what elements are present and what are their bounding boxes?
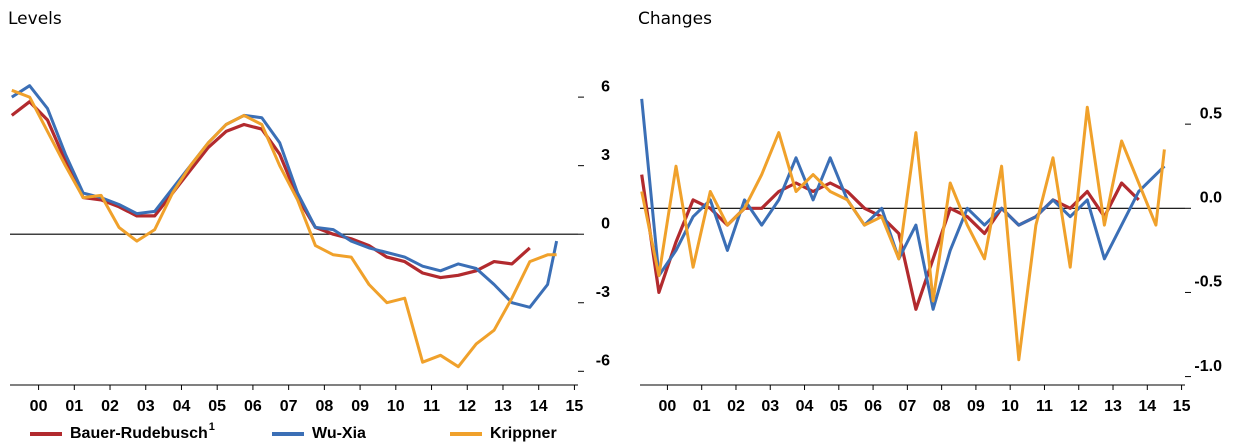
x-tick-label: 11 (1036, 398, 1053, 415)
x-tick-label: 08 (933, 398, 951, 415)
x-tick-label: 06 (864, 398, 882, 415)
x-tick-label: 04 (173, 398, 191, 415)
x-tick-label: 07 (280, 398, 298, 415)
series-line (640, 98, 1166, 311)
x-tick-label: 00 (659, 398, 677, 415)
x-tick-label: 01 (693, 398, 711, 415)
x-tick-label: 02 (727, 398, 745, 415)
panel-title: Changes (638, 9, 712, 29)
series-line (640, 174, 1140, 311)
legend-label: Krippner (490, 425, 557, 442)
y-tick-label: 0.5 (1200, 105, 1222, 122)
x-tick-label: 03 (761, 398, 779, 415)
y-tick-label: -3 (596, 284, 610, 301)
x-tick-label: 15 (1173, 398, 1191, 415)
x-tick-label: 14 (1138, 398, 1156, 415)
y-tick-label: -0.5 (1194, 274, 1222, 291)
legend-footnote: 1 (209, 421, 215, 433)
x-tick-label: 15 (566, 398, 584, 415)
x-tick-label: 08 (315, 398, 333, 415)
y-tick-label: 3 (601, 147, 610, 164)
x-tick-label: 04 (796, 398, 814, 415)
x-tick-label: 05 (208, 398, 226, 415)
x-tick-label: 06 (244, 398, 262, 415)
x-tick-label: 10 (387, 398, 405, 415)
x-tick-label: 09 (351, 398, 369, 415)
x-tick-label: 05 (830, 398, 848, 415)
x-tick-label: 03 (137, 398, 155, 415)
panel-title: Levels (8, 9, 62, 29)
x-tick-label: 00 (30, 398, 48, 415)
y-tick-label: 0.0 (1200, 190, 1222, 207)
x-tick-label: 11 (423, 398, 440, 415)
x-tick-label: 02 (101, 398, 119, 415)
x-tick-label: 09 (967, 398, 985, 415)
y-tick-label: 0 (601, 215, 610, 232)
series-line (11, 88, 557, 369)
y-tick-label: -1.0 (1194, 358, 1222, 375)
x-tick-label: 13 (494, 398, 512, 415)
x-tick-label: 14 (530, 398, 548, 415)
y-tick-label: 6 (601, 78, 610, 95)
x-tick-label: 07 (898, 398, 916, 415)
x-tick-label: 10 (1001, 398, 1019, 415)
legend-label: Wu-Xia (312, 425, 366, 442)
x-tick-label: 01 (65, 398, 83, 415)
x-tick-label: 12 (1070, 398, 1088, 415)
series-line (640, 105, 1166, 362)
y-tick-label: -6 (596, 353, 610, 370)
x-tick-label: 12 (458, 398, 476, 415)
x-tick-label: 13 (1104, 398, 1122, 415)
legend-label: Bauer-Rudebusch (70, 425, 208, 442)
